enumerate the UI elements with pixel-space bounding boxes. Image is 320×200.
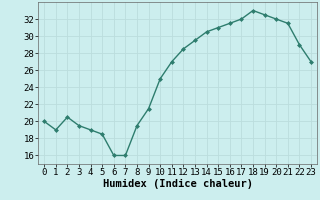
X-axis label: Humidex (Indice chaleur): Humidex (Indice chaleur) bbox=[103, 179, 252, 189]
